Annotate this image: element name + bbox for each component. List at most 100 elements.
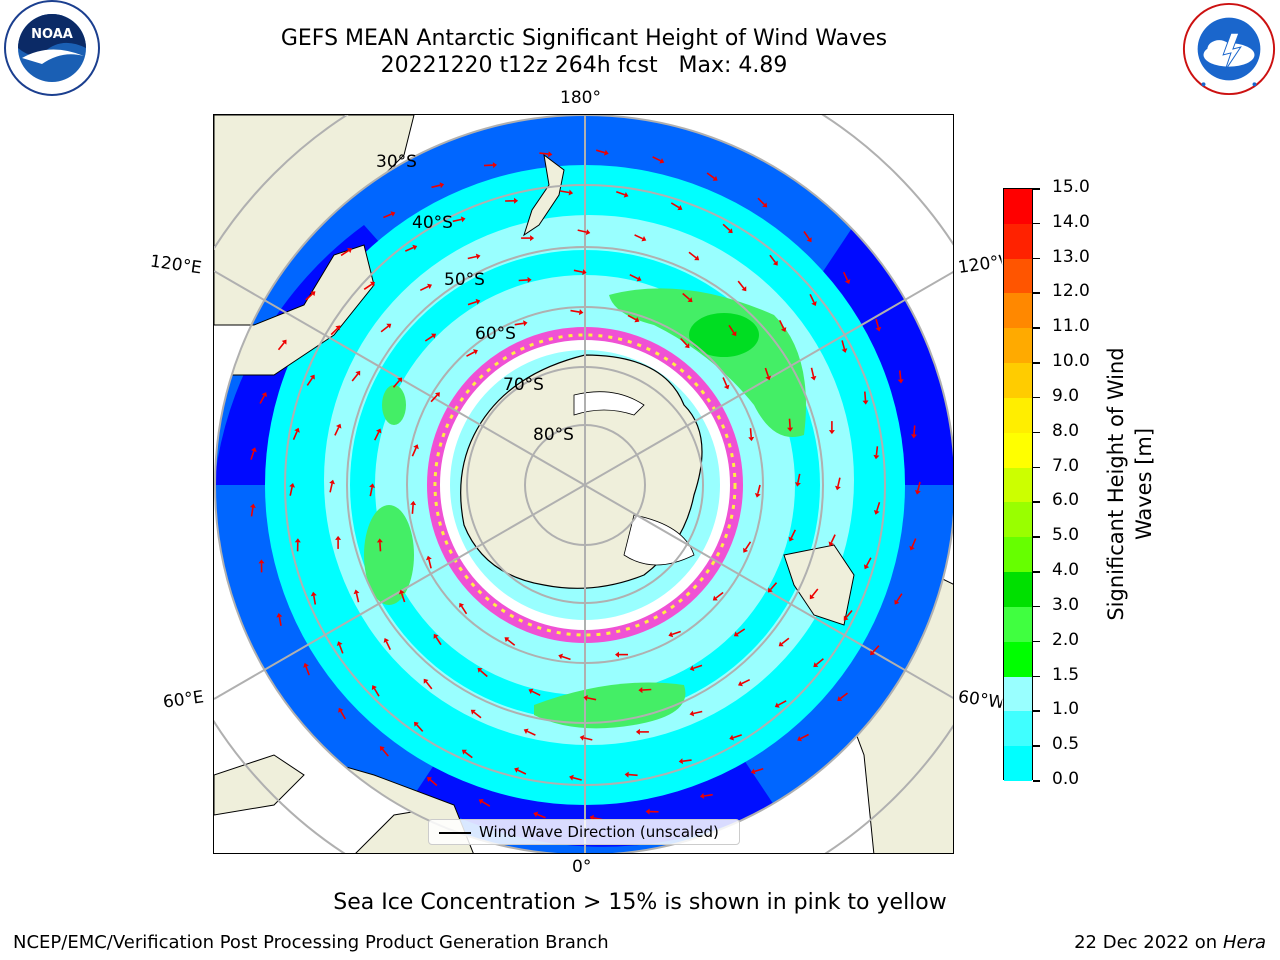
wind-arrow-head xyxy=(837,696,843,701)
wind-arrow-head xyxy=(689,710,695,717)
wind-arrow-shaft xyxy=(561,655,571,661)
wind-arrow-shaft xyxy=(899,370,902,380)
wind-arrow-head xyxy=(470,709,476,715)
wind-arrow-shaft xyxy=(872,645,880,653)
wind-arrow-shaft xyxy=(815,658,824,666)
wind-arrow-head xyxy=(336,641,343,646)
wind-arrow-head xyxy=(397,377,403,383)
wind-arrow-head xyxy=(355,370,361,376)
colorbar-tick-label: 0.0 xyxy=(1052,769,1080,789)
wind-arrow-shaft xyxy=(627,314,637,321)
wind-arrow-shaft xyxy=(616,190,626,196)
wind-arrow-shaft xyxy=(842,271,849,281)
wind-arrow-head xyxy=(413,444,419,450)
colorbar-tick-mark xyxy=(1033,431,1040,434)
colorbar-segment xyxy=(1004,746,1032,782)
wind-arrow-shaft xyxy=(682,759,692,762)
wind-arrow-head xyxy=(504,637,510,643)
wind-arrow-head xyxy=(376,538,383,543)
nws-logo-icon xyxy=(1182,2,1276,96)
colorbar-segment xyxy=(1004,606,1032,643)
wind-arrow-head xyxy=(439,182,445,189)
lat-label-30s: 30°S xyxy=(376,152,417,172)
colorbar-segment xyxy=(1004,328,1032,364)
lat-label-50s: 50°S xyxy=(444,270,485,290)
wind-arrow-shaft xyxy=(473,711,482,719)
wind-arrow-head xyxy=(523,320,528,327)
wind-arrow-shaft xyxy=(781,637,790,645)
wind-arrow-shaft xyxy=(277,342,285,351)
wind-arrow-head xyxy=(379,746,385,752)
wind-arrow-head xyxy=(261,392,267,397)
wind-arrow-shaft xyxy=(800,733,809,740)
wind-arrow-head xyxy=(528,688,534,694)
wind-arrow-head xyxy=(767,587,773,593)
wind-arrow-head xyxy=(694,255,700,261)
wind-arrow-head xyxy=(294,427,300,433)
wind-arrow-head xyxy=(558,653,563,660)
wind-arrow-head xyxy=(427,777,432,782)
colorbar-tick-label: 4.0 xyxy=(1052,560,1080,581)
wind-arrow-head xyxy=(723,384,730,390)
wind-arrow-shaft xyxy=(757,197,765,206)
wind-arrow-shaft xyxy=(355,593,360,603)
wind-arrow-shaft xyxy=(379,542,382,552)
colorbar-tick-mark xyxy=(1033,362,1040,364)
wind-arrow-head xyxy=(309,374,315,380)
wind-arrow-shaft xyxy=(736,628,746,635)
wind-arrow-head xyxy=(712,175,718,181)
wind-arrow-shaft xyxy=(373,688,380,697)
wind-arrow-shaft xyxy=(338,644,344,654)
wind-arrow-shaft xyxy=(411,504,414,514)
wind-arrow-head xyxy=(579,735,585,741)
wind-arrow-head xyxy=(414,721,419,727)
wind-arrow-head xyxy=(623,192,629,198)
wind-arrow-shaft xyxy=(373,431,380,441)
colorbar-title: Significant Height of Wind Waves [m] xyxy=(1102,347,1158,620)
wind-arrow-head xyxy=(390,211,396,217)
wind-arrow-shaft xyxy=(864,391,867,401)
wind-arrow-head xyxy=(386,323,392,329)
wind-arrow-shaft xyxy=(688,251,697,259)
wind-arrow-shaft xyxy=(769,582,778,591)
wind-arrow-head xyxy=(677,205,683,211)
wind-arrow-head xyxy=(336,423,342,429)
colorbar-tick-label: 15.0 xyxy=(1052,177,1090,197)
wind-arrow-head xyxy=(475,298,481,305)
lon-label-60e: 60°E xyxy=(161,687,206,713)
wind-arrow-shaft xyxy=(518,279,528,282)
colorbar-tick-mark xyxy=(1033,640,1040,643)
wind-arrow-shaft xyxy=(917,481,921,491)
colorbar-tick-mark xyxy=(1033,257,1040,260)
wind-arrow-head xyxy=(461,749,467,755)
colorbar-tick-mark xyxy=(1033,605,1040,608)
colorbar-tick-mark xyxy=(1033,710,1040,712)
wind-arrow-shaft xyxy=(329,483,333,493)
polar-map xyxy=(213,114,954,854)
noaa-logo-text: NOAA xyxy=(31,27,73,42)
lon-label-60w: 60°W xyxy=(956,687,1004,713)
wind-arrow-head xyxy=(659,158,665,164)
colorbar-tick-label: 14.0 xyxy=(1052,211,1090,232)
wind-arrow-shaft xyxy=(431,184,441,189)
wind-arrow-head xyxy=(743,547,749,553)
wind-arrow-head xyxy=(634,317,640,323)
wind-arrow-shaft xyxy=(466,351,475,357)
wind-arrow-shaft xyxy=(810,367,815,377)
wind-arrow-head xyxy=(738,680,743,687)
wind-arrow-head xyxy=(347,248,352,254)
chart-subtitle-forecast: 20221220 t12z 264h fcst Max: 4.89 xyxy=(380,53,788,78)
colorbar-segment xyxy=(1004,189,1032,225)
wind-arrow-shaft xyxy=(429,778,438,787)
colorbar-tick-mark xyxy=(1033,501,1040,503)
wind-arrow-shaft xyxy=(292,431,298,441)
lon-label-0: 0° xyxy=(572,857,592,877)
colorbar-segment xyxy=(1004,363,1032,399)
wind-arrow-head xyxy=(828,430,835,435)
wind-arrow-shaft xyxy=(693,710,703,715)
wind-arrow-head xyxy=(862,400,869,405)
wind-arrow-head xyxy=(335,325,341,331)
wind-arrow-shaft xyxy=(744,541,752,550)
wind-arrow-shaft xyxy=(419,285,429,292)
colorbar-tick-mark xyxy=(1033,571,1040,573)
